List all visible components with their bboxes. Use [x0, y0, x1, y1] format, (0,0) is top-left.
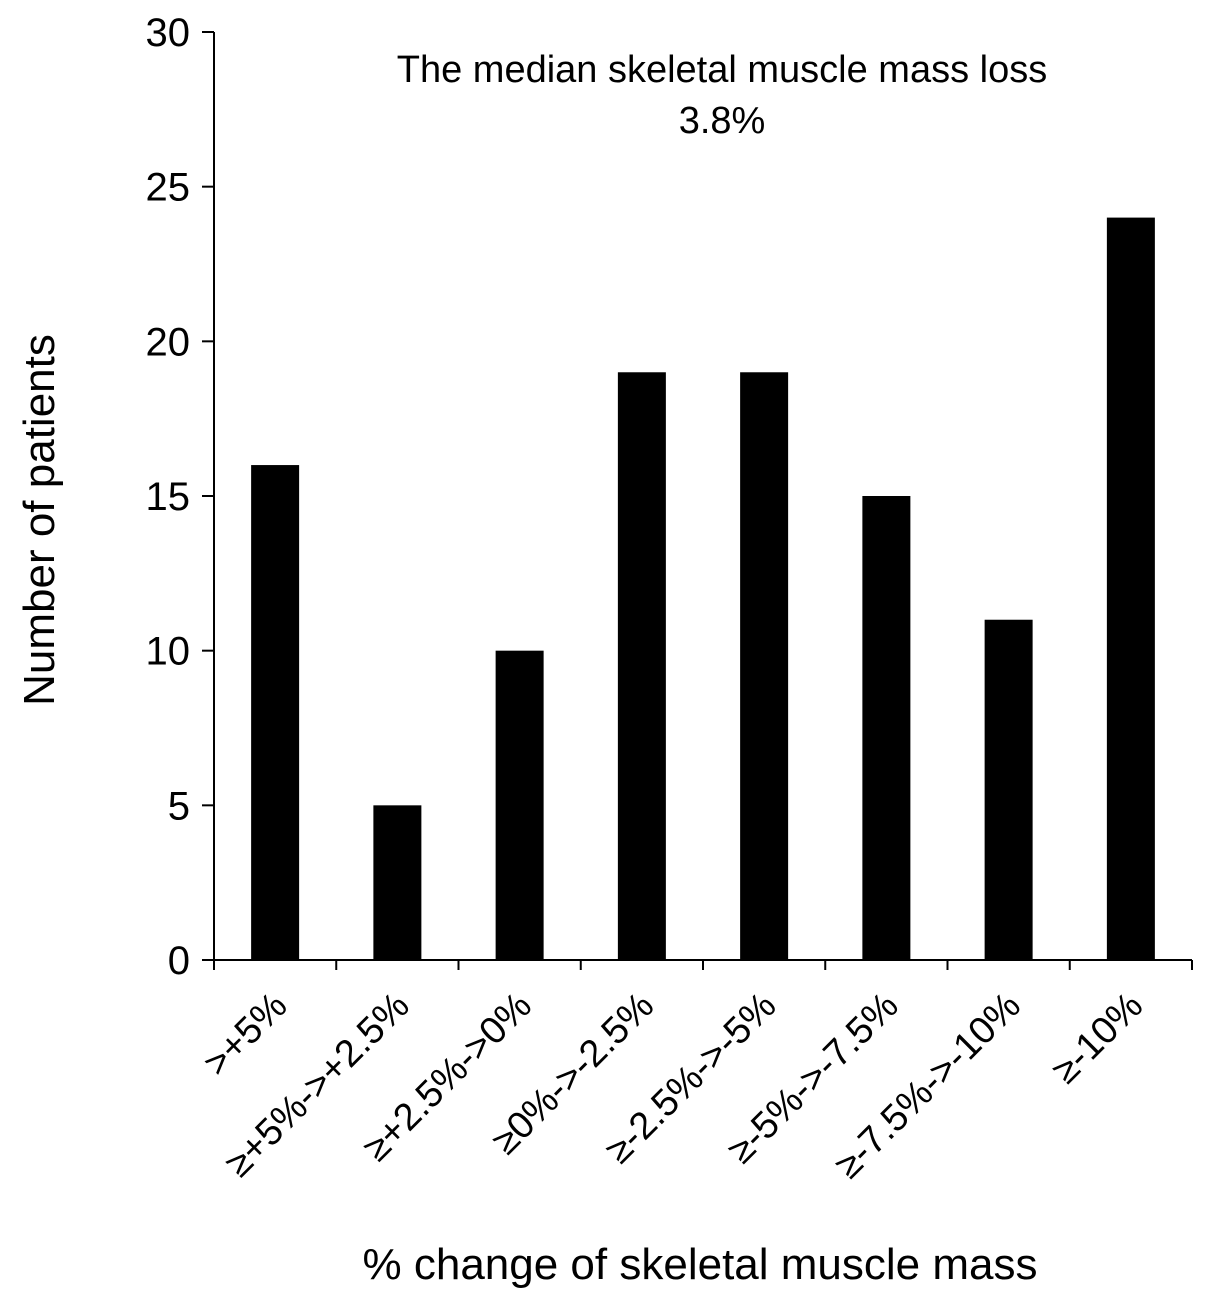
- median-annotation-line1: The median skeletal muscle mass loss: [397, 49, 1047, 91]
- x-category-label-1: >+5%: [196, 985, 296, 1085]
- y-tick-label-0: 0: [168, 939, 190, 983]
- bar-4: [617, 372, 666, 960]
- y-axis-title: Number of patients: [15, 334, 64, 706]
- bar-2: [373, 805, 422, 960]
- y-tick-label-4: 20: [146, 320, 191, 364]
- bar-7: [984, 619, 1033, 960]
- axes: 051015202530>+5%≥+5%->+2.5%≥+2.5%->0%≥0%…: [146, 11, 1193, 1187]
- bar-1: [251, 465, 300, 960]
- y-tick-label-1: 5: [168, 784, 190, 828]
- bar-3: [495, 650, 544, 960]
- bar-6: [862, 496, 911, 960]
- y-tick-label-2: 10: [146, 630, 191, 674]
- x-category-label-8: ≥-10%: [1044, 985, 1151, 1092]
- median-annotation-line2: 3.8%: [679, 100, 766, 142]
- bar-5: [740, 372, 789, 960]
- bars: [251, 217, 1155, 961]
- y-tick-label-5: 25: [146, 166, 191, 210]
- y-tick-label-6: 30: [146, 11, 191, 55]
- x-axis-title: % change of skeletal muscle mass: [363, 1240, 1038, 1289]
- bar-8: [1106, 217, 1155, 961]
- y-tick-label-3: 15: [146, 475, 191, 519]
